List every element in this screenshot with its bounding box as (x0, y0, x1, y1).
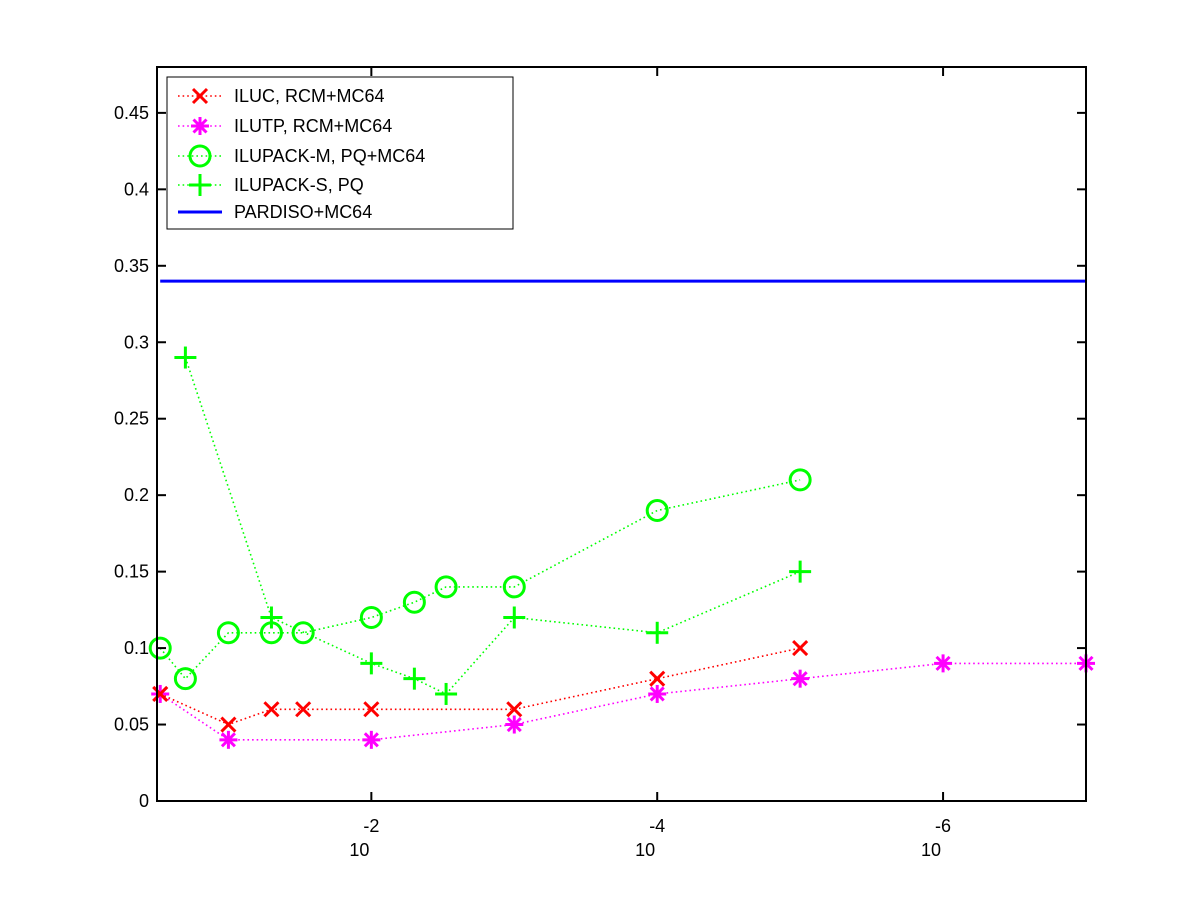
series-3-point-1 (260, 606, 283, 629)
x-tick-base-0: 10 (349, 840, 369, 860)
series-3-point-0 (174, 346, 197, 369)
series-1-point-2-ray-3 (363, 732, 379, 748)
x-tick-base-2: 10 (921, 840, 941, 860)
series-1-point-1-ray-3 (220, 732, 236, 748)
y-tick-label-3: 0.15 (114, 562, 149, 582)
axes: 0 0.05 0.1 0.15 0.2 0.25 0.3 0.35 0.4 0.45 10 -2 10 -… (114, 67, 1086, 860)
legend-entry-1: ILUTP, RCM+MC64 (178, 116, 392, 136)
series-0-point-1-stroke-b (220, 716, 237, 733)
y-tick-label-9: 0.45 (114, 103, 149, 123)
series-0 (152, 640, 809, 733)
legend-entry-3-marker (189, 174, 211, 196)
series-2-point-2 (216, 621, 240, 645)
series-0-point-0-stroke-b (152, 685, 169, 703)
x-tick-exponent-1: -4 (649, 816, 665, 836)
series-0-point-4 (363, 701, 380, 718)
legend-entry-4: PARDISO+MC64 (178, 202, 372, 222)
legend-box (166, 76, 514, 230)
series-0-point-2-stroke-b (263, 701, 280, 718)
legend-entry-1-marker-ray-3 (192, 118, 208, 134)
series-2-point-8 (502, 575, 526, 599)
y-tick-label-8: 0.4 (124, 179, 149, 199)
legend-entry-4-label: PARDISO+MC64 (234, 202, 372, 222)
legend-entry-2: ILUPACK-M, PQ+MC64 (178, 144, 425, 168)
x-tick-exponent-0: -2 (363, 816, 379, 836)
series-3-point-5 (503, 606, 526, 629)
legend-entry-3-label: ILUPACK-S, PQ (234, 175, 364, 195)
y-tick-label-6: 0.3 (124, 332, 149, 352)
series-3-line (184, 357, 801, 695)
series-0-point-6 (649, 670, 666, 687)
series-0-point-5-stroke-b (506, 701, 523, 718)
x-tick-exponent-2: -6 (935, 816, 951, 836)
series-1-point-3 (505, 715, 524, 734)
legend-entry-1-label: ILUTP, RCM+MC64 (234, 116, 392, 136)
series-1-point-5 (791, 669, 810, 688)
legend-entry-0-marker (191, 87, 209, 105)
series-1-point-6-ray-3 (935, 655, 951, 671)
y-tick-label-0: 0 (139, 791, 149, 811)
series-2-point-6 (402, 590, 426, 614)
legend-entry-2-label: ILUPACK-M, PQ+MC64 (234, 146, 425, 166)
series-2-point-0 (148, 636, 172, 660)
x-tick-base-1: 10 (635, 840, 655, 860)
y-tick-label-2: 0.1 (124, 638, 149, 658)
legend-entry-0-label: ILUC, RCM+MC64 (234, 86, 385, 106)
series-2-point-7 (434, 575, 458, 599)
series-0-point-3-stroke-b (295, 701, 312, 718)
series-1-point-2 (362, 730, 381, 749)
series-1-point-6 (934, 654, 953, 673)
series-3-point-2 (360, 652, 383, 675)
series-0-point-3 (295, 701, 312, 718)
series-3 (174, 346, 812, 705)
y-tick-label-7: 0.35 (114, 256, 149, 276)
series-1-point-4 (648, 684, 667, 703)
series-3-point-4 (435, 682, 458, 705)
data-layer (148, 279, 1095, 749)
y-tick-label-5: 0.25 (114, 409, 149, 429)
y-tick-label-1: 0.05 (114, 715, 149, 735)
series-3-point-3 (403, 667, 426, 690)
series-0-point-4-stroke-b (363, 701, 380, 718)
series-0-point-2 (263, 701, 280, 718)
legend: ILUC, RCM+MC64 ILUTP, RCM+MC64 ILUPACK-M, … (166, 76, 514, 230)
y-tick-label-4: 0.2 (124, 485, 149, 505)
plot-frame (156, 66, 1087, 802)
series-1-point-5-ray-3 (792, 671, 808, 687)
series-1-line (159, 662, 1086, 741)
legend-entry-0: ILUC, RCM+MC64 (178, 86, 385, 106)
legend-entry-2-marker (188, 144, 212, 168)
legend-entry-1-marker (191, 117, 209, 135)
series-0-point-5 (506, 701, 523, 718)
series-2-point-5 (359, 606, 383, 629)
series-2-point-3 (259, 621, 283, 645)
series-2-point-4 (291, 621, 315, 645)
series-0-point-7-stroke-b (792, 640, 809, 657)
series-0-point-7 (792, 640, 809, 657)
series-2-point-10 (788, 468, 812, 492)
series-1-point-3-ray-3 (506, 716, 522, 733)
legend-entry-3: ILUPACK-S, PQ (178, 174, 364, 196)
series-1-point-4-ray-3 (649, 686, 665, 702)
series-2-point-1 (173, 667, 197, 691)
legend-entry-0-marker-stroke-b (191, 87, 209, 105)
series-2 (148, 468, 812, 691)
series-0-point-6-stroke-b (649, 670, 666, 687)
series-0-point-1 (220, 716, 237, 733)
series-2-point-9 (645, 498, 669, 522)
series-1-point-1 (219, 730, 238, 749)
series-3-point-7 (789, 560, 812, 583)
series-3-point-6 (646, 621, 669, 644)
series-0-point-0 (152, 685, 169, 703)
